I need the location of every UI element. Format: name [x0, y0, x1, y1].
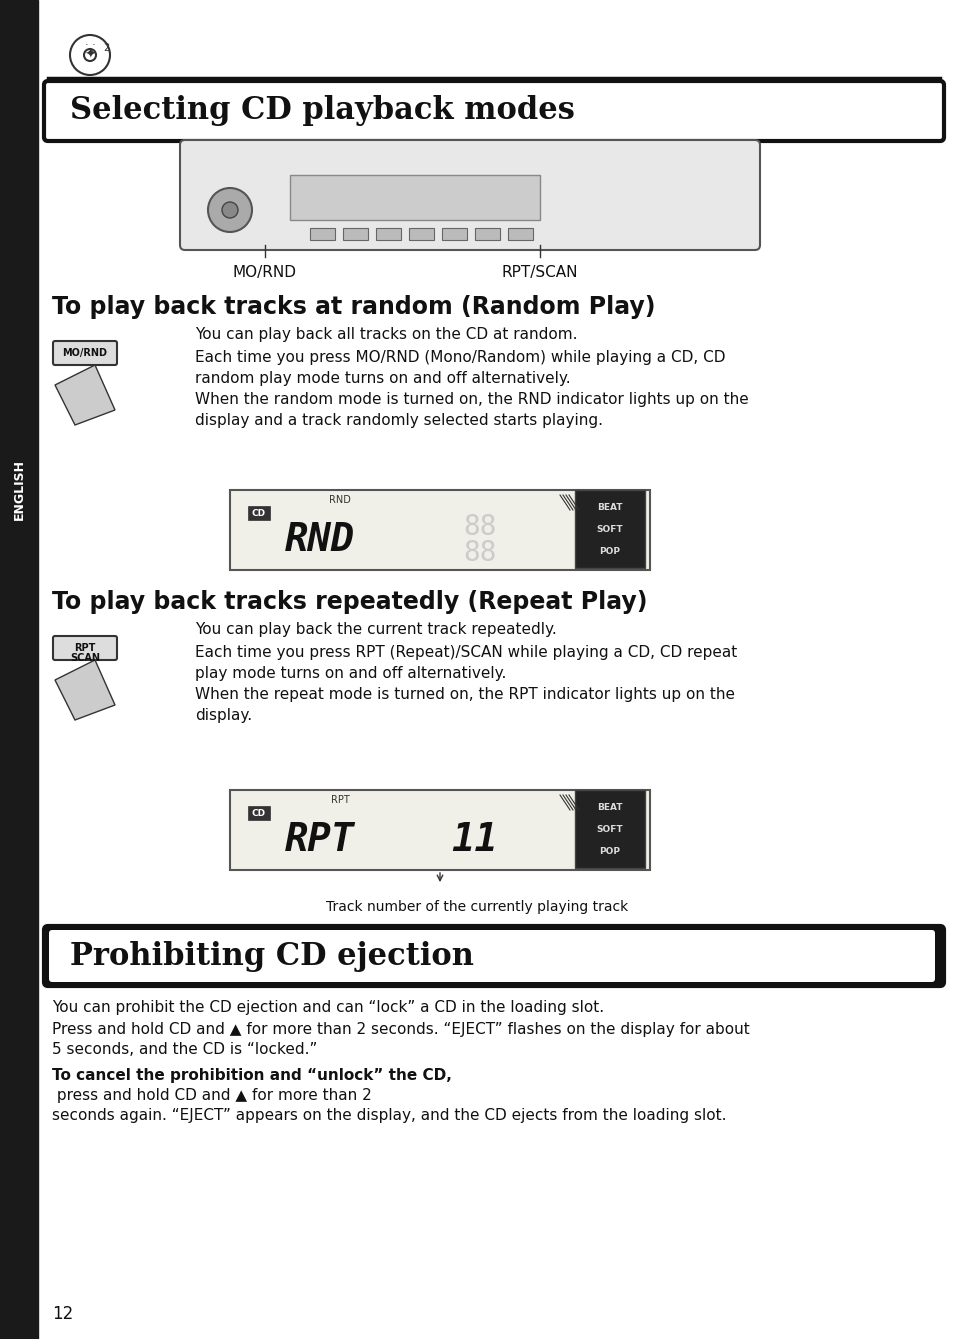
Circle shape	[222, 202, 237, 218]
Text: You can play back all tracks on the CD at random.: You can play back all tracks on the CD a…	[194, 327, 577, 341]
Circle shape	[208, 187, 252, 232]
Text: Press and hold CD and ▲ for more than 2 seconds. “EJECT” flashes on the display : Press and hold CD and ▲ for more than 2 …	[52, 1022, 749, 1056]
Bar	[343, 228, 368, 240]
FancyBboxPatch shape	[44, 80, 943, 141]
Bar	[441, 228, 467, 240]
Bar	[575, 790, 644, 868]
Text: RND: RND	[285, 521, 355, 558]
Text: Selecting CD playback modes: Selecting CD playback modes	[70, 95, 575, 126]
Polygon shape	[55, 660, 115, 720]
Bar	[375, 228, 400, 240]
Text: SOFT: SOFT	[596, 525, 622, 534]
Text: RPT: RPT	[285, 821, 355, 860]
Text: Prohibiting CD ejection: Prohibiting CD ejection	[70, 940, 474, 972]
Text: 2: 2	[103, 43, 109, 54]
Text: 11: 11	[451, 821, 497, 860]
Text: POP: POP	[598, 848, 619, 857]
Bar	[290, 175, 539, 220]
Text: BEAT: BEAT	[597, 803, 622, 813]
Text: ENGLISH: ENGLISH	[12, 459, 26, 521]
Bar	[310, 228, 335, 240]
Text: MO/RND: MO/RND	[233, 265, 296, 280]
FancyBboxPatch shape	[49, 931, 934, 981]
Text: press and hold CD and ▲ for more than 2
seconds again. “EJECT” appears on the di: press and hold CD and ▲ for more than 2 …	[52, 1089, 726, 1123]
Bar	[0, 0, 38, 1339]
Text: RPT/SCAN: RPT/SCAN	[501, 265, 578, 280]
Text: MO/RND: MO/RND	[63, 348, 108, 358]
Text: To play back tracks repeatedly (Repeat Play): To play back tracks repeatedly (Repeat P…	[52, 590, 647, 615]
FancyBboxPatch shape	[44, 80, 943, 141]
Bar	[409, 228, 434, 240]
Bar	[575, 490, 644, 568]
Text: 12: 12	[52, 1306, 73, 1323]
Text: To play back tracks at random (Random Play): To play back tracks at random (Random Pl…	[52, 295, 655, 319]
Text: BEAT: BEAT	[597, 503, 622, 513]
Bar	[230, 790, 649, 870]
Bar	[475, 228, 499, 240]
FancyBboxPatch shape	[53, 341, 117, 366]
Text: Track number of the currently playing track: Track number of the currently playing tr…	[326, 900, 627, 915]
Text: You can play back the current track repeatedly.: You can play back the current track repe…	[194, 623, 557, 637]
Text: RPT: RPT	[331, 795, 349, 805]
Text: RPT: RPT	[74, 643, 95, 653]
Bar	[248, 506, 270, 520]
Text: CD: CD	[252, 809, 266, 818]
Text: Each time you press RPT (Repeat)/SCAN while playing a CD, CD repeat
play mode tu: Each time you press RPT (Repeat)/SCAN wh…	[194, 645, 737, 723]
Text: SCAN: SCAN	[70, 653, 100, 663]
Text: · ·: · ·	[85, 40, 95, 50]
Bar	[230, 490, 649, 570]
Text: ✦: ✦	[84, 48, 95, 62]
Polygon shape	[55, 366, 115, 424]
Bar	[248, 806, 270, 819]
Text: SOFT: SOFT	[596, 826, 622, 834]
Text: POP: POP	[598, 548, 619, 557]
FancyBboxPatch shape	[53, 636, 117, 660]
Bar	[507, 228, 533, 240]
Text: 88
88: 88 88	[463, 513, 497, 566]
Text: You can prohibit the CD ejection and can “lock” a CD in the loading slot.: You can prohibit the CD ejection and can…	[52, 1000, 603, 1015]
FancyBboxPatch shape	[49, 84, 934, 137]
Text: RND: RND	[329, 495, 351, 505]
Text: Each time you press MO/RND (Mono/Random) while playing a CD, CD
random play mode: Each time you press MO/RND (Mono/Random)…	[194, 349, 748, 428]
FancyBboxPatch shape	[180, 141, 760, 250]
FancyBboxPatch shape	[44, 927, 943, 986]
Text: CD: CD	[252, 509, 266, 517]
Text: To cancel the prohibition and “unlock” the CD,: To cancel the prohibition and “unlock” t…	[52, 1069, 452, 1083]
